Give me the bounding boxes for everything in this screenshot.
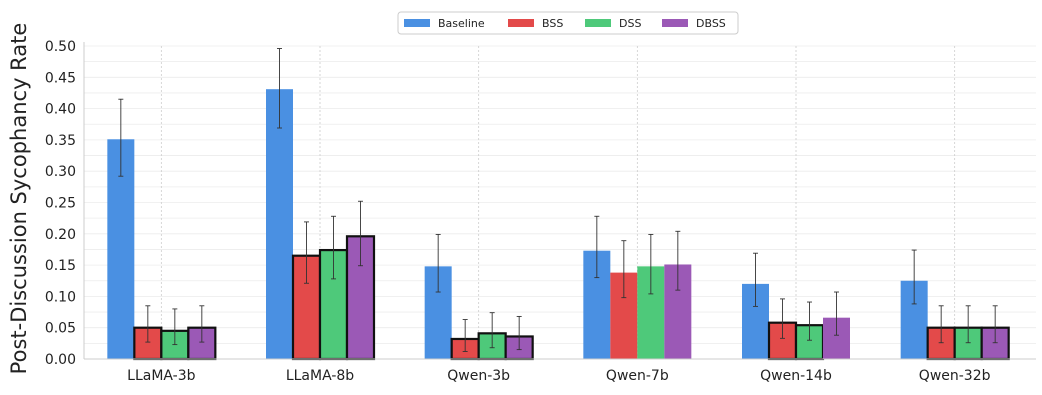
legend-swatch-bss: [508, 19, 534, 27]
legend-label-baseline: Baseline: [438, 17, 485, 30]
y-tick-label: 0.15: [45, 258, 76, 274]
grid: [84, 45, 1036, 360]
x-tick-label: Qwen-32b: [919, 368, 991, 384]
y-tick-label: 0.00: [45, 352, 76, 368]
y-tick-label: 0.35: [45, 133, 76, 149]
axes: 0.00 0.05 0.10 0.15 0.20 0.25 0.30 0.35 0.40 0.45…: [45, 39, 1036, 384]
legend-label-bss: BSS: [542, 17, 563, 30]
y-tick-label: 0.30: [45, 164, 76, 180]
y-tick-label: 0.25: [45, 196, 76, 212]
x-tick-label: LLaMA-3b: [127, 368, 195, 384]
legend-label-dbss: DBSS: [696, 17, 726, 30]
legend-swatch-dbss: [662, 19, 688, 27]
y-tick-label: 0.40: [45, 102, 76, 118]
y-tick-label: 0.50: [45, 39, 76, 55]
y-tick-label: 0.10: [45, 289, 76, 305]
x-tick-label: LLaMA-8b: [286, 368, 354, 384]
y-tick-label: 0.45: [45, 70, 76, 86]
x-tick-label: Qwen-3b: [447, 368, 510, 384]
x-tick-label: Qwen-7b: [606, 368, 669, 384]
y-tick-label: 0.05: [45, 321, 76, 337]
y-axis-label: Post-Discussion Sycophancy Rate: [7, 23, 31, 375]
legend-label-dss: DSS: [619, 17, 641, 30]
legend-swatch-baseline: [404, 19, 430, 27]
legend: Baseline BSS DSS DBSS: [397, 11, 739, 35]
legend-swatch-dss: [585, 19, 611, 27]
bar-baseline-llama-8b: [266, 89, 293, 359]
x-tick-label: Qwen-14b: [760, 368, 832, 384]
legend-box: [397, 11, 739, 35]
y-tick-label: 0.20: [45, 227, 76, 243]
